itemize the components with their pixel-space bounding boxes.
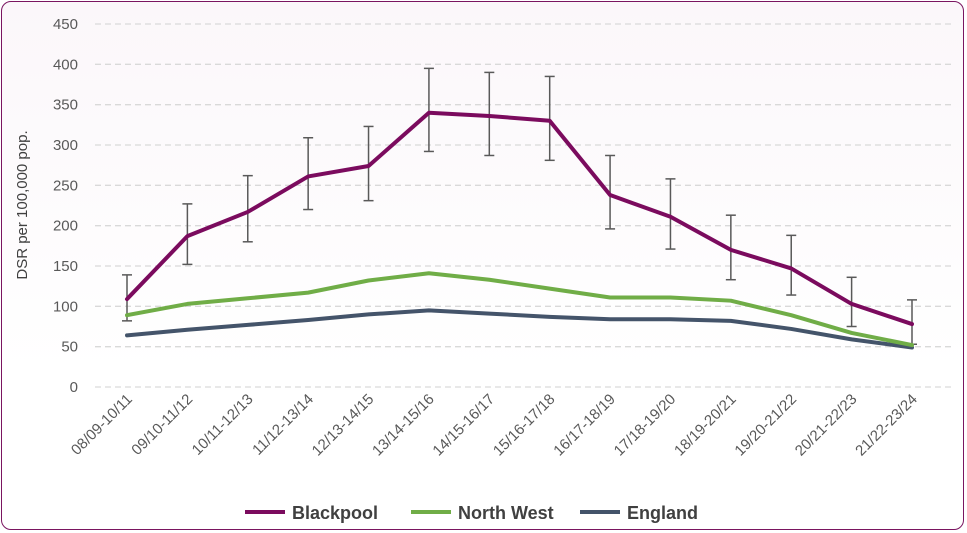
legend-item: North West xyxy=(411,503,554,523)
y-tick-label: 150 xyxy=(53,258,78,275)
error-bar xyxy=(544,75,555,162)
y-tick-label: 300 xyxy=(53,137,78,154)
y-tick-label: 350 xyxy=(53,97,78,114)
x-tick-label: 11/12-13/14 xyxy=(249,391,317,459)
x-tick-label: 14/15-16/17 xyxy=(429,391,498,460)
legend-item: England xyxy=(580,503,698,523)
y-axis-label: DSR per 100,000 pop. xyxy=(14,130,31,279)
x-tick-label: 18/19-20/21 xyxy=(671,391,740,460)
error-bar xyxy=(725,214,736,281)
x-axis-ticks: 08/09-10/1109/10-11/1210/11-12/1311/12-1… xyxy=(68,391,921,460)
error-bar xyxy=(423,67,434,153)
x-tick-label: 08/09-10/11 xyxy=(68,391,136,459)
x-tick-label: 12/13-14/15 xyxy=(309,391,378,460)
y-tick-label: 50 xyxy=(61,339,78,356)
error-bar xyxy=(484,71,495,157)
gridlines xyxy=(95,23,955,388)
x-tick-label: 20/21-22/23 xyxy=(792,391,861,460)
error-bar xyxy=(786,234,797,296)
error-bar xyxy=(242,174,253,243)
series-line-north-west xyxy=(125,271,914,348)
error-bar xyxy=(303,136,314,211)
x-tick-label: 09/10-11/12 xyxy=(128,391,196,459)
x-tick-label: 10/11-12/13 xyxy=(189,391,257,459)
legend-label: North West xyxy=(458,503,554,523)
y-tick-label: 250 xyxy=(53,177,78,194)
series-line-england xyxy=(125,308,914,350)
legend-label: Blackpool xyxy=(292,503,378,523)
x-tick-label: 15/16-17/18 xyxy=(490,391,559,460)
x-tick-label: 17/18-19/20 xyxy=(611,391,680,460)
x-tick-label: 21/22-23/24 xyxy=(852,391,921,460)
y-tick-label: 400 xyxy=(53,56,78,73)
y-tick-label: 0 xyxy=(70,379,78,396)
series-lines xyxy=(125,110,914,350)
legend-label: England xyxy=(627,503,698,523)
y-axis-ticks: 0 50 100 150 200 250 300 350 400 450 xyxy=(53,16,78,396)
error-bar xyxy=(665,178,676,250)
y-tick-label: 200 xyxy=(53,218,78,235)
error-bars xyxy=(122,67,917,345)
legend-item: Blackpool xyxy=(245,503,378,523)
x-tick-label: 13/14-15/16 xyxy=(369,391,438,460)
x-tick-label: 19/20-21/22 xyxy=(731,391,800,460)
y-tick-label: 100 xyxy=(53,298,78,315)
legend: Blackpool North West England xyxy=(245,503,698,523)
series-line-blackpool xyxy=(125,110,914,327)
x-tick-label: 16/17-18/19 xyxy=(550,391,619,460)
y-tick-label: 450 xyxy=(53,16,78,33)
